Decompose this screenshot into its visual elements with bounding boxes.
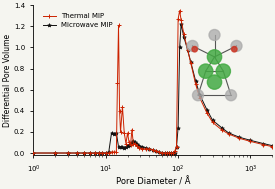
Microwave MIP [133, 141, 136, 144]
Circle shape [192, 46, 197, 52]
Y-axis label: Differential Pore Volume: Differential Pore Volume [3, 34, 12, 127]
Thermal MIP [32, 152, 35, 154]
Microwave MIP [173, 152, 177, 154]
Thermal MIP [271, 146, 274, 148]
Circle shape [192, 90, 204, 101]
Microwave MIP [119, 146, 122, 148]
Circle shape [216, 64, 230, 78]
Microwave MIP [32, 152, 35, 154]
Circle shape [199, 64, 213, 78]
Microwave MIP [66, 152, 70, 154]
Thermal MIP [144, 148, 148, 150]
Circle shape [226, 90, 236, 101]
Line: Thermal MIP: Thermal MIP [32, 9, 274, 155]
Circle shape [231, 40, 242, 51]
Microwave MIP [271, 145, 274, 147]
Thermal MIP [93, 152, 96, 154]
Circle shape [187, 40, 198, 51]
Thermal MIP [104, 152, 108, 154]
Line: Microwave MIP: Microwave MIP [32, 22, 274, 155]
Circle shape [207, 50, 222, 64]
Circle shape [232, 46, 237, 52]
Circle shape [207, 75, 222, 89]
Microwave MIP [171, 152, 175, 154]
Circle shape [209, 29, 220, 40]
Thermal MIP [117, 24, 120, 26]
Legend: Thermal MIP, Microwave MIP: Thermal MIP, Microwave MIP [42, 12, 114, 29]
Microwave MIP [75, 152, 79, 154]
Microwave MIP [180, 23, 183, 25]
Thermal MIP [66, 152, 70, 154]
Thermal MIP [175, 146, 178, 148]
Thermal MIP [178, 9, 181, 12]
X-axis label: Pore Diameter / Å: Pore Diameter / Å [116, 177, 190, 186]
